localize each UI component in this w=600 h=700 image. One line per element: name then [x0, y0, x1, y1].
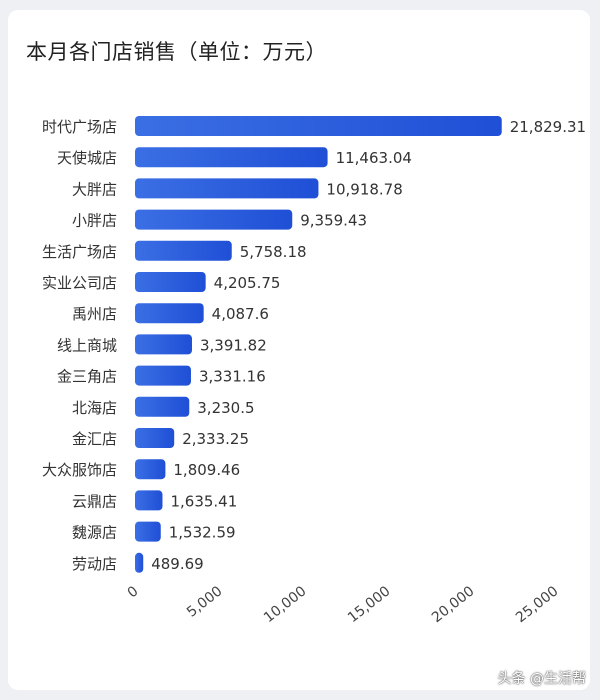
x-tick-label: 15,000 — [345, 583, 393, 626]
category-label: 北海店 — [72, 399, 117, 417]
watermark: 头条 @生活帮 — [497, 671, 586, 687]
category-label: 禹州店 — [72, 305, 117, 323]
category-label: 劳动店 — [72, 555, 117, 573]
bar — [135, 459, 166, 480]
value-label: 2,333.25 — [182, 430, 249, 448]
bar — [135, 365, 191, 386]
bars — [135, 116, 502, 573]
category-label: 小胖店 — [72, 212, 117, 230]
bar — [135, 490, 163, 511]
bar — [135, 334, 192, 355]
x-tick-label: 10,000 — [261, 583, 309, 626]
bar — [135, 272, 206, 292]
category-label: 云鼎店 — [72, 492, 117, 510]
category-label: 大众服饰店 — [42, 461, 117, 479]
value-label: 3,331.16 — [199, 368, 266, 386]
x-tick-label: 5,000 — [184, 583, 225, 620]
bar — [135, 552, 144, 573]
x-tick-label: 25,000 — [513, 583, 561, 626]
value-label: 21,829.31 — [510, 118, 586, 136]
value-label: 3,391.82 — [200, 336, 267, 354]
category-label: 魏源店 — [72, 524, 117, 542]
value-label: 5,758.18 — [240, 243, 307, 261]
value-label: 1,809.46 — [173, 461, 240, 479]
value-label: 1,635.41 — [170, 492, 237, 510]
category-label: 时代广场店 — [42, 118, 117, 136]
category-label: 生活广场店 — [42, 243, 117, 261]
value-label: 4,205.75 — [214, 274, 281, 292]
category-label: 线上商城 — [57, 336, 117, 354]
category-label: 金汇店 — [72, 430, 117, 448]
bar — [135, 147, 328, 168]
bar — [135, 396, 190, 417]
value-labels: 21,829.31 11,463.04 10,918.78 9,359.43 5,758… — [151, 118, 586, 573]
bar — [135, 116, 502, 136]
value-label: 10,918.78 — [326, 180, 402, 198]
x-axis-ticks: 0 5,000 10,000 15,000 20,000 25,000 — [125, 583, 562, 626]
bar — [135, 209, 293, 230]
category-label: 金三角店 — [57, 368, 117, 386]
category-label: 大胖店 — [72, 180, 117, 198]
chart-title: 本月各门店销售（单位：万元） — [26, 40, 327, 64]
value-label: 9,359.43 — [300, 212, 367, 230]
category-label: 天使城店 — [57, 149, 117, 167]
value-label: 489.69 — [151, 555, 204, 573]
value-label: 4,087.6 — [212, 305, 269, 323]
value-label: 1,532.59 — [169, 524, 236, 542]
bar — [135, 240, 232, 261]
x-tick-label: 0 — [125, 583, 142, 601]
bar — [135, 178, 319, 199]
category-labels: 时代广场店天使城店大胖店小胖店生活广场店实业公司店禹州店线上商城金三角店北海店金… — [42, 118, 117, 573]
value-label: 11,463.04 — [336, 149, 412, 167]
x-tick-label: 20,000 — [429, 583, 477, 626]
bar — [135, 303, 204, 324]
value-label: 3,230.5 — [197, 399, 254, 417]
category-label: 实业公司店 — [42, 274, 117, 292]
bar — [135, 428, 175, 448]
bar — [135, 521, 161, 542]
